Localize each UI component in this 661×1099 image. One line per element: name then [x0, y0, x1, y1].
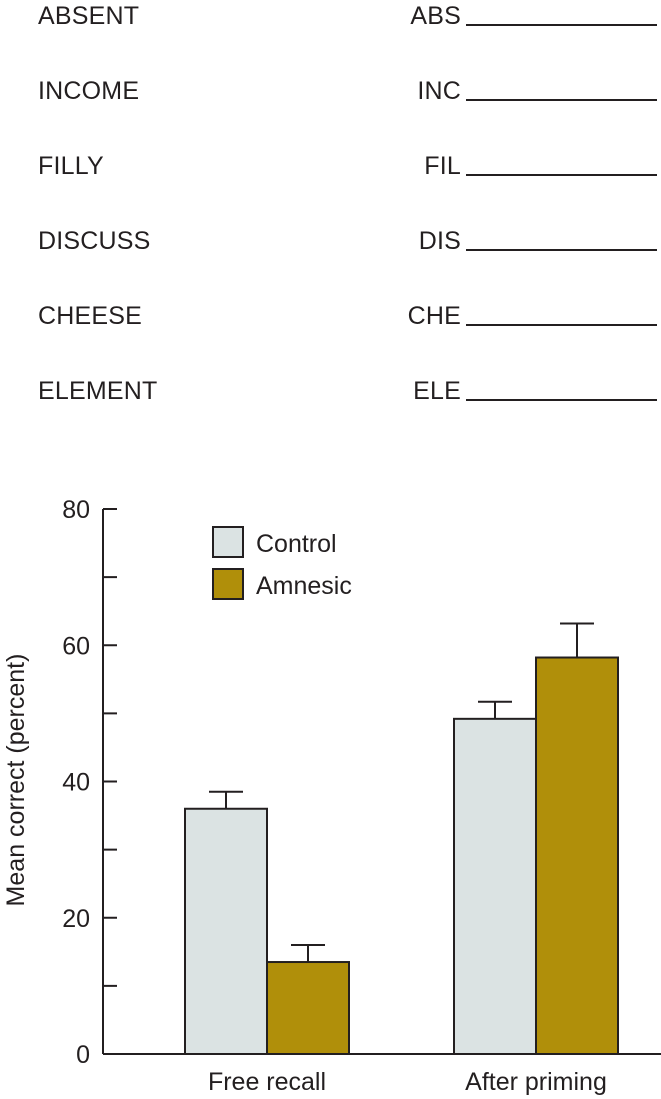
legend-label: Control [256, 530, 337, 558]
bar-control [184, 807, 268, 1055]
word-stem: FIL [424, 152, 461, 180]
word-row: DISCUSS DIS [0, 225, 661, 265]
stem-completion-blank[interactable] [466, 324, 657, 326]
stem-completion-blank[interactable] [466, 249, 657, 251]
word-stem: ELE [413, 377, 461, 405]
word-label: ELEMENT [38, 377, 158, 405]
word-row: INCOME INC [0, 75, 661, 115]
y-tick-label: 0 [76, 1041, 90, 1069]
y-tick-label: 60 [62, 632, 90, 660]
stem-completion-blank[interactable] [466, 399, 657, 401]
y-tick-label: 80 [62, 496, 90, 524]
bar-control [453, 717, 537, 1055]
legend-swatch [212, 568, 244, 600]
stem-completion-blank[interactable] [466, 99, 657, 101]
word-label: CHEESE [38, 302, 143, 330]
word-list: ABSENT ABS INCOME INC FILLY FIL DISCUSS … [0, 0, 661, 420]
word-row: ABSENT ABS [0, 0, 661, 40]
x-category-label: Free recall [208, 1068, 326, 1096]
chart-axes: 0 20 40 60 80 Free recall After priming [62, 496, 661, 1096]
x-category-label: After priming [465, 1068, 607, 1096]
legend-label: Amnesic [256, 572, 352, 600]
y-tick-label: 40 [62, 769, 90, 797]
legend-swatch [212, 526, 244, 558]
word-label: FILLY [38, 152, 104, 180]
word-label: DISCUSS [38, 227, 151, 255]
y-axis-label: Mean correct (percent) [2, 654, 30, 907]
stem-completion-blank[interactable] [466, 174, 657, 176]
bar-amnesic [266, 961, 350, 1055]
stem-completion-blank[interactable] [466, 24, 657, 26]
word-stem: INC [417, 77, 461, 105]
bar-amnesic [535, 656, 619, 1055]
word-row: ELEMENT ELE [0, 375, 661, 415]
word-stem: CHE [407, 302, 461, 330]
word-stem: DIS [418, 227, 461, 255]
chart-legend: Control Amnesic [212, 526, 352, 600]
y-tick-label: 20 [62, 905, 90, 933]
chart-bars [184, 622, 619, 1055]
word-row: CHEESE CHE [0, 300, 661, 340]
word-stem: ABS [410, 2, 461, 30]
word-label: ABSENT [38, 2, 140, 30]
word-row: FILLY FIL [0, 150, 661, 190]
word-label: INCOME [38, 77, 140, 105]
